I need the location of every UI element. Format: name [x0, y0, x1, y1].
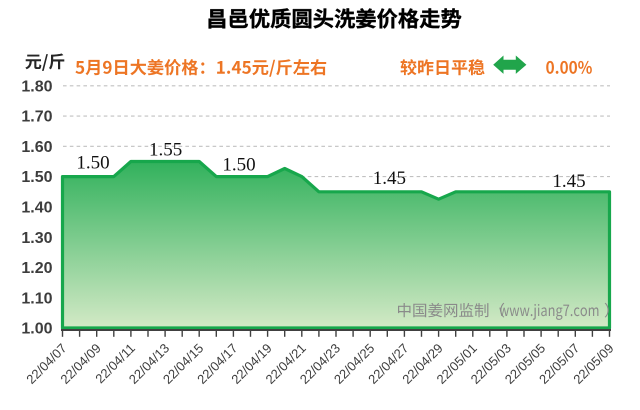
- svg-text:1.30: 1.30: [21, 230, 52, 247]
- svg-text:1.00: 1.00: [21, 321, 52, 338]
- svg-text:1.50: 1.50: [76, 152, 109, 173]
- svg-text:1.45: 1.45: [552, 171, 585, 192]
- svg-text:1.55: 1.55: [149, 140, 182, 161]
- svg-text:1.50: 1.50: [21, 169, 52, 186]
- svg-text:1.10: 1.10: [21, 290, 52, 307]
- svg-text:1.40: 1.40: [21, 200, 52, 217]
- svg-text:1.60: 1.60: [21, 139, 52, 156]
- svg-text:1.45: 1.45: [373, 168, 406, 189]
- svg-text:1.80: 1.80: [21, 78, 52, 95]
- svg-text:1.50: 1.50: [222, 154, 255, 175]
- svg-text:1.20: 1.20: [21, 260, 52, 277]
- svg-text:1.70: 1.70: [21, 109, 52, 126]
